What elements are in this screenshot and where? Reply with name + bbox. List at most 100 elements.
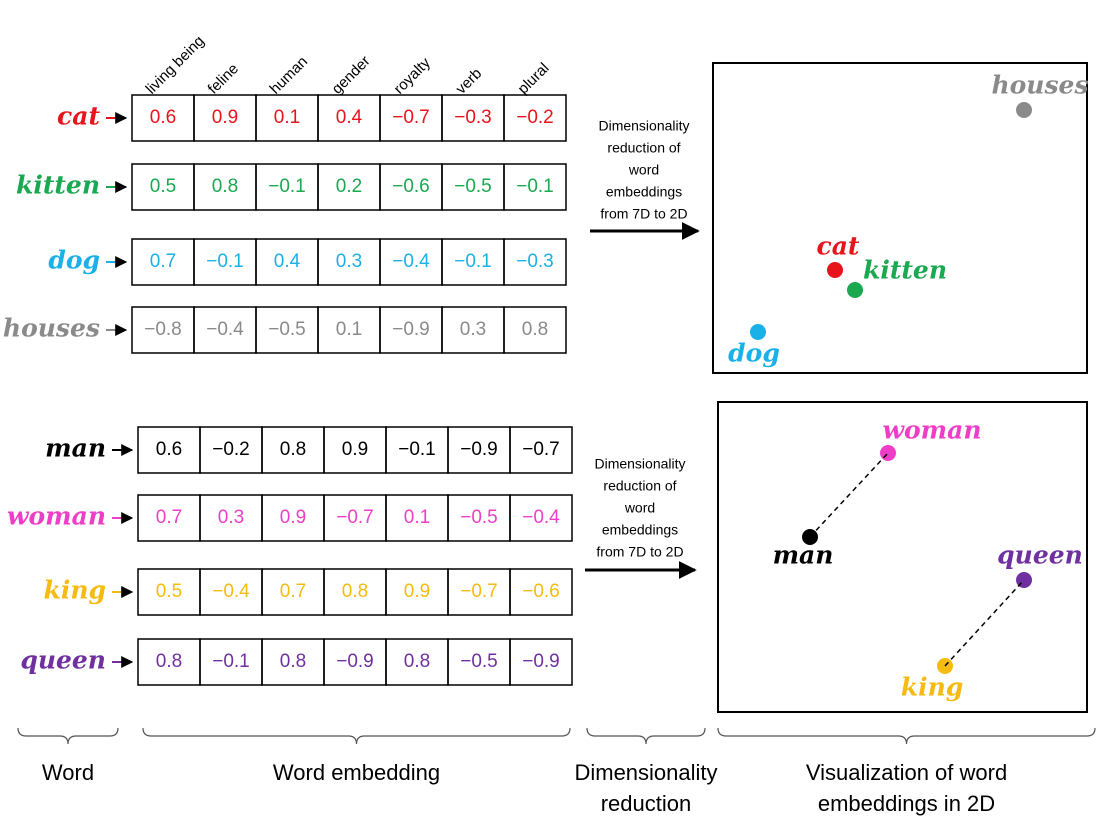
cell-value: 0.1: [404, 507, 430, 528]
cell-value: −0.2: [516, 107, 554, 128]
cell: [503, 306, 567, 354]
cell-value: −0.9: [460, 439, 498, 460]
point-label: woman: [882, 416, 981, 445]
point: [1016, 102, 1032, 118]
point-label: kitten: [863, 256, 947, 285]
cell-value: −0.5: [454, 176, 492, 197]
word: king: [44, 576, 106, 605]
word: queen: [20, 646, 106, 675]
brace: [717, 727, 1096, 745]
cell-value: 0.5: [156, 581, 182, 602]
cell-value: −0.6: [392, 176, 430, 197]
cell-value: 0.1: [274, 107, 300, 128]
plot-frame: [712, 62, 1088, 374]
cell-value: −0.9: [522, 651, 560, 672]
arrow-label: reduction of: [603, 478, 676, 494]
cell-value: 0.9: [280, 507, 306, 528]
point: [847, 282, 863, 298]
cell-value: 0.4: [336, 107, 363, 128]
footer-label: Visualization of word: [806, 760, 1007, 785]
arrow-label: reduction of: [607, 140, 680, 156]
plot-frame: [717, 401, 1088, 713]
cell-value: 0.9: [212, 107, 238, 128]
word: cat: [57, 102, 100, 131]
brace: [17, 727, 119, 745]
cell-value: 0.8: [280, 439, 306, 460]
point-label: houses: [991, 71, 1088, 100]
cell-value: −0.9: [336, 651, 374, 672]
brace: [586, 727, 706, 745]
footer-label: Dimensionality: [574, 760, 717, 785]
arrow-label: embeddings: [606, 184, 682, 200]
cell-value: 0.7: [280, 581, 306, 602]
cell-value: 0.9: [342, 439, 368, 460]
cell-value: 0.8: [156, 651, 182, 672]
cell-value: −0.5: [460, 507, 498, 528]
cell-value: −0.1: [212, 651, 250, 672]
feature-label: verb: [453, 65, 486, 98]
footer-label: Word embedding: [273, 760, 440, 785]
word: kitten: [16, 171, 100, 200]
cell-value: −0.1: [398, 439, 436, 460]
cell: [509, 494, 573, 542]
cell-value: 0.9: [404, 581, 430, 602]
cell-value: −0.4: [206, 319, 244, 340]
cell-value: 0.5: [150, 176, 176, 197]
cell: [509, 426, 573, 474]
cell: [503, 163, 567, 211]
cell-value: 0.8: [404, 651, 430, 672]
footer-label: embeddings in 2D: [818, 791, 995, 816]
arrow-label: word: [628, 162, 659, 178]
cell: [503, 238, 567, 286]
arrow-label: word: [624, 500, 655, 516]
point-label: king: [901, 673, 963, 702]
cell-value: −0.1: [516, 176, 554, 197]
cell-value: −0.3: [454, 107, 492, 128]
cell-value: −0.1: [206, 251, 244, 272]
footer-label: Word: [42, 760, 94, 785]
cell-value: −0.4: [522, 507, 560, 528]
arrow-label: from 7D to 2D: [596, 544, 683, 560]
cell-value: −0.2: [212, 439, 250, 460]
cell-value: 0.3: [460, 319, 486, 340]
point-label: dog: [728, 339, 780, 368]
word: man: [45, 434, 106, 463]
point-label: man: [773, 541, 834, 570]
cell-value: 0.6: [150, 107, 176, 128]
cell-value: 0.6: [156, 439, 182, 460]
arrow-label: Dimensionality: [598, 118, 689, 134]
feature-label: royalty: [391, 54, 435, 98]
cell-value: 0.2: [336, 176, 362, 197]
arrow-label: embeddings: [602, 522, 678, 538]
cell-value: 0.4: [274, 251, 301, 272]
feature-label: plural: [515, 60, 553, 98]
cell-value: 0.8: [212, 176, 238, 197]
cell-value: −0.1: [454, 251, 492, 272]
cell-value: −0.9: [392, 319, 430, 340]
cell-value: −0.8: [144, 319, 182, 340]
cell-value: 0.3: [336, 251, 362, 272]
cell: [509, 638, 573, 686]
dashed-link: [944, 579, 1025, 667]
cell-value: 0.8: [280, 651, 306, 672]
cell-value: 0.3: [218, 507, 244, 528]
word: houses: [3, 314, 100, 343]
cell-value: −0.4: [212, 581, 250, 602]
cell: [503, 94, 567, 142]
footer-label: reduction: [601, 791, 692, 816]
point: [827, 262, 843, 278]
cell-value: 0.8: [342, 581, 368, 602]
cell-value: −0.6: [522, 581, 560, 602]
dashed-link: [809, 452, 889, 538]
cell-value: −0.5: [268, 319, 306, 340]
point: [750, 324, 766, 340]
cell-value: 0.7: [150, 251, 176, 272]
feature-label: human: [267, 53, 311, 97]
cell-value: −0.3: [516, 251, 554, 272]
arrow-label: from 7D to 2D: [600, 206, 687, 222]
cell-value: −0.7: [460, 581, 498, 602]
cell-value: −0.7: [392, 107, 430, 128]
feature-label: gender: [329, 53, 374, 98]
cell-value: −0.7: [336, 507, 374, 528]
